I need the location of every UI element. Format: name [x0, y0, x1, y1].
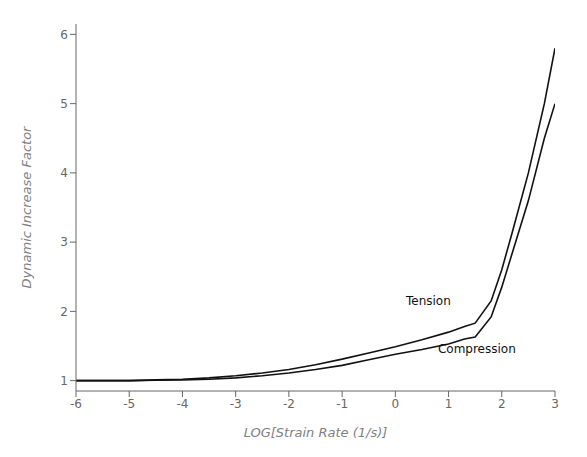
- svg-text:Tension: Tension: [405, 294, 451, 308]
- svg-text:3: 3: [551, 397, 559, 411]
- svg-text:-5: -5: [123, 397, 135, 411]
- svg-text:-3: -3: [230, 397, 242, 411]
- svg-text:0: 0: [392, 397, 400, 411]
- svg-text:-6: -6: [70, 397, 82, 411]
- svg-text:-1: -1: [336, 397, 348, 411]
- svg-text:Dynamic Increase Factor: Dynamic Increase Factor: [19, 125, 34, 289]
- svg-text:2: 2: [498, 397, 506, 411]
- svg-text:4: 4: [60, 166, 68, 180]
- svg-text:-4: -4: [176, 397, 188, 411]
- svg-text:-2: -2: [283, 397, 295, 411]
- svg-text:3: 3: [60, 235, 68, 249]
- svg-text:1: 1: [445, 397, 453, 411]
- svg-text:LOG[Strain Rate (1/s)]: LOG[Strain Rate (1/s)]: [244, 425, 388, 440]
- svg-text:6: 6: [60, 28, 68, 42]
- svg-text:5: 5: [60, 97, 68, 111]
- svg-text:Compression: Compression: [438, 342, 516, 356]
- svg-text:1: 1: [60, 374, 68, 388]
- svg-text:2: 2: [60, 305, 68, 319]
